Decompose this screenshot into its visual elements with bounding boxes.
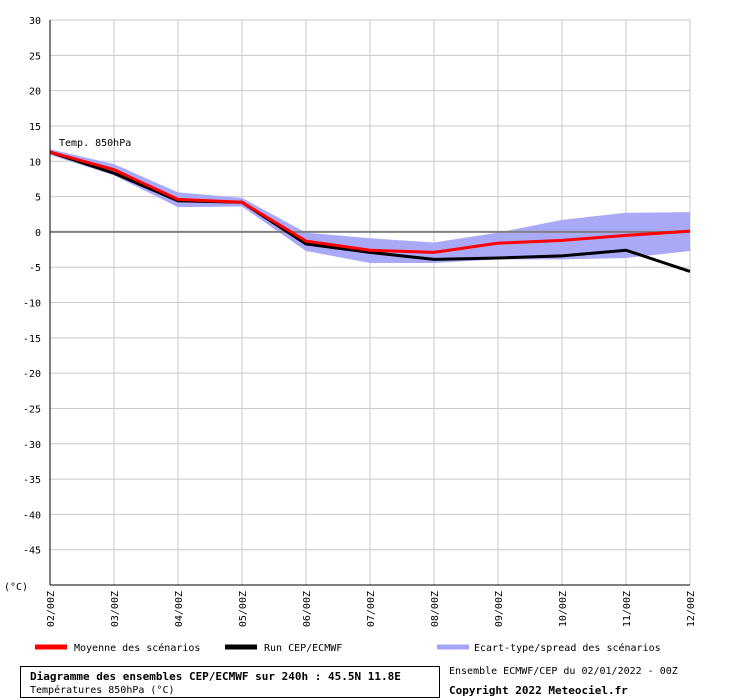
series-line-run xyxy=(49,150,691,273)
y-tick-label: 20 xyxy=(29,87,41,98)
x-tick-label: 07/00Z xyxy=(366,591,377,627)
spread-band xyxy=(50,149,690,263)
x-tick-label: 06/00Z xyxy=(302,591,313,627)
chart-subtitle: Températures 850hPa (°C) xyxy=(30,685,175,696)
y-axis-unit-label: (°C) xyxy=(4,582,28,593)
x-tick-labels: 02/00Z 03/00Z 04/00Z 05/00Z 06/00Z 07/00Z 08/0… xyxy=(46,591,697,627)
y-tick-label: 25 xyxy=(29,51,41,62)
y-tick-label: 0 xyxy=(35,228,41,239)
y-tick-label: -35 xyxy=(23,475,41,486)
x-tick-label: 03/00Z xyxy=(110,591,121,627)
y-tick-label: 10 xyxy=(29,157,41,168)
legend-label: Run CEP/ECMWF xyxy=(264,643,342,654)
y-tick-label: 15 xyxy=(29,122,41,133)
chart-title-box: Diagramme des ensembles CEP/ECMWF sur 24… xyxy=(20,666,440,698)
source-label: Ensemble ECMWF/CEP du 02/01/2022 - 00Z xyxy=(449,666,678,677)
y-tick-label: -15 xyxy=(23,334,41,345)
y-tick-label: -20 xyxy=(23,369,41,380)
x-tick-label: 10/00Z xyxy=(558,591,569,627)
variable-annotation: Temp. 850hPa xyxy=(59,138,131,149)
series-line-mean xyxy=(49,150,691,254)
axes xyxy=(49,20,690,586)
y-tick-label: 30 xyxy=(29,16,41,27)
legend-label: Ecart-type/spread des scénarios xyxy=(474,642,661,654)
y-tick-label: -45 xyxy=(23,546,41,557)
grid-lines xyxy=(50,19,691,585)
y-tick-label: -5 xyxy=(29,263,41,274)
y-tick-label: -25 xyxy=(23,404,41,415)
ensemble-chart: 30 25 20 15 10 5 0 -5 -10 -15 -20 -25 -30 -35 -40 -45 0… xyxy=(4,16,697,654)
y-tick-label: -10 xyxy=(23,299,41,310)
x-tick-label: 04/00Z xyxy=(174,591,185,627)
copyright-label: Copyright 2022 Meteociel.fr xyxy=(449,684,628,697)
legend: Moyenne des scénarios Run CEP/ECMWF Ecart-… xyxy=(35,642,661,654)
y-tick-label: 5 xyxy=(35,193,41,204)
x-tick-label: 05/00Z xyxy=(238,591,249,627)
y-tick-label: -30 xyxy=(23,440,41,451)
legend-label: Moyenne des scénarios xyxy=(74,642,200,654)
x-tick-label: 11/00Z xyxy=(622,591,633,627)
x-tick-label: 12/00Z xyxy=(686,591,697,627)
y-tick-label: -40 xyxy=(23,510,41,521)
y-tick-labels: 30 25 20 15 10 5 0 -5 -10 -15 -20 -25 -30 -35 -40 -45 xyxy=(23,16,41,557)
x-tick-label: 08/00Z xyxy=(430,591,441,627)
x-tick-label: 02/00Z xyxy=(46,591,57,627)
chart-title: Diagramme des ensembles CEP/ECMWF sur 24… xyxy=(30,670,401,683)
x-tick-label: 09/00Z xyxy=(494,591,505,627)
